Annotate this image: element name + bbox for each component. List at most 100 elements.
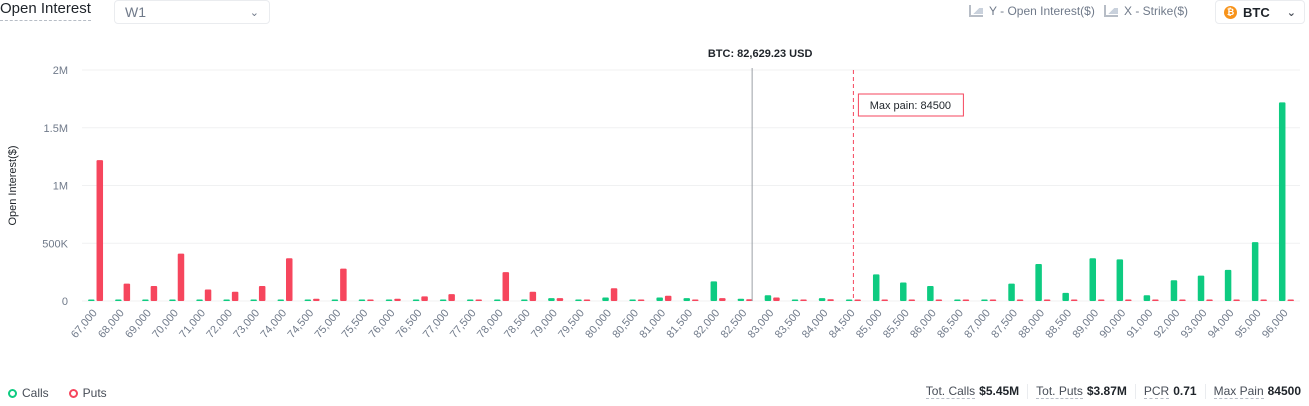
puts-bar [962,299,970,301]
puts-bar [150,285,158,301]
x-tick-label: 88,500 [1043,307,1074,340]
calls-bar [954,299,961,301]
x-tick-label: 94,000 [1206,307,1237,340]
open-interest-chart: 0 500K 1M 1.5M 2M Open Interest($) 67,00068,00… [7,48,1300,341]
x-axis-toggle-label: X - Strike($) [1124,4,1189,18]
x-tick-label: 87,500 [989,307,1020,340]
max-pain-box [857,93,964,117]
puts-bar [827,299,834,301]
x-tick-label: 74,000 [258,307,289,340]
x-tick-label: 85,000 [854,307,885,340]
puts-bar [231,291,239,301]
stat-label: Tot. Puts [1036,384,1083,399]
x-tick-label: 69,000 [123,307,154,340]
legend-puts[interactable]: Puts [68,386,107,400]
calls-bar [412,299,420,301]
x-tick-label: 73,000 [231,307,262,340]
puts-bar [1125,299,1132,301]
chart-legend: Calls Puts [8,386,107,400]
x-tick-label: 68,000 [96,307,127,340]
period-select[interactable]: W1 ⌄ [114,0,270,24]
x-tick-label: 79,000 [529,307,560,340]
puts-bar [637,299,645,301]
calls-bar [872,274,880,301]
calls-bar [575,299,582,301]
calls-bar [115,299,122,301]
x-tick-label: 78,500 [502,307,533,340]
y-tick-label: 1M [53,181,68,193]
stat-total-calls: Tot. Calls $5.45M [918,384,1029,399]
puts-bar [989,299,997,301]
calls-bar [1224,269,1232,301]
area-chart-icon [1104,5,1118,17]
y-tick-label: 0 [62,296,68,308]
x-tick-label: 80,000 [583,307,614,340]
legend-calls-label: Calls [22,386,49,400]
x-tick-label: 67,000 [69,307,100,340]
x-tick-label: 75,000 [313,307,344,340]
puts-bar [177,253,185,301]
stat-pcr: PCR 0.71 [1136,384,1206,399]
calls-bar [683,298,690,301]
y-axis-label: Open Interest($) [7,145,19,225]
calls-bar [1170,280,1178,301]
puts-bar [908,299,916,301]
puts-bar [1260,299,1267,301]
x-tick-label: 90,000 [1098,307,1129,340]
puts-dot-icon [68,388,78,398]
calls-bar [764,295,772,301]
calls-bar [710,281,718,301]
puts-bar [854,299,861,301]
chevron-down-icon: ⌄ [1286,6,1296,19]
calls-bar [818,298,826,301]
x-tick-label: 91,000 [1125,307,1156,340]
bitcoin-icon: ₿ [1224,5,1237,19]
x-tick-label: 81,500 [664,307,695,340]
legend-puts-label: Puts [82,386,107,400]
stat-label: PCR [1143,384,1170,399]
calls-bar [196,299,203,301]
x-tick-label: 71,000 [177,307,208,340]
x-tick-label: 80,500 [610,307,641,340]
calls-bar [439,299,447,301]
puts-bar [719,298,726,301]
calls-bar [169,299,176,301]
y-axis-toggle[interactable]: Y - Open Interest($) [969,4,1095,18]
x-tick-label: 93,000 [1179,307,1210,340]
puts-bar [313,298,320,301]
puts-bar [773,297,780,301]
coin-select[interactable]: ₿ BTC ⌄ [1215,0,1305,24]
x-tick-label: 95,000 [1233,307,1264,340]
x-tick-label: 79,500 [556,307,587,340]
x-tick-label: 77,000 [421,307,452,340]
calls-bar [927,285,934,301]
area-chart-icon [969,5,983,17]
puts-bar [1043,299,1051,301]
calls-bar [521,299,528,301]
puts-bar [881,299,888,301]
x-tick-label: 77,500 [448,307,479,340]
calls-bar [548,298,555,301]
puts-bar [935,299,943,301]
x-tick-label: 72,000 [204,307,235,340]
x-tick-label: 89,000 [1070,307,1101,340]
x-tick-label: 76,000 [367,307,398,340]
x-tick-label: 84,500 [827,307,858,340]
coin-value: BTC [1243,4,1270,20]
x-tick-label: 74,500 [286,307,317,340]
puts-bar [475,299,482,301]
legend-calls[interactable]: Calls [8,386,49,400]
puts-bar [610,288,618,301]
puts-bar [583,299,591,301]
calls-bar [1008,283,1015,301]
puts-bar [529,291,537,301]
calls-bar [845,299,853,301]
stat-value: $3.87M [1086,384,1127,398]
calls-dot-icon [8,388,17,398]
x-tick-label: 83,000 [746,307,777,340]
x-axis-toggle[interactable]: X - Strike($) [1104,4,1188,18]
calls-bar [602,297,609,301]
calls-bar [142,299,149,301]
x-tick-label: 86,500 [935,307,966,340]
puts-bar [502,272,510,301]
